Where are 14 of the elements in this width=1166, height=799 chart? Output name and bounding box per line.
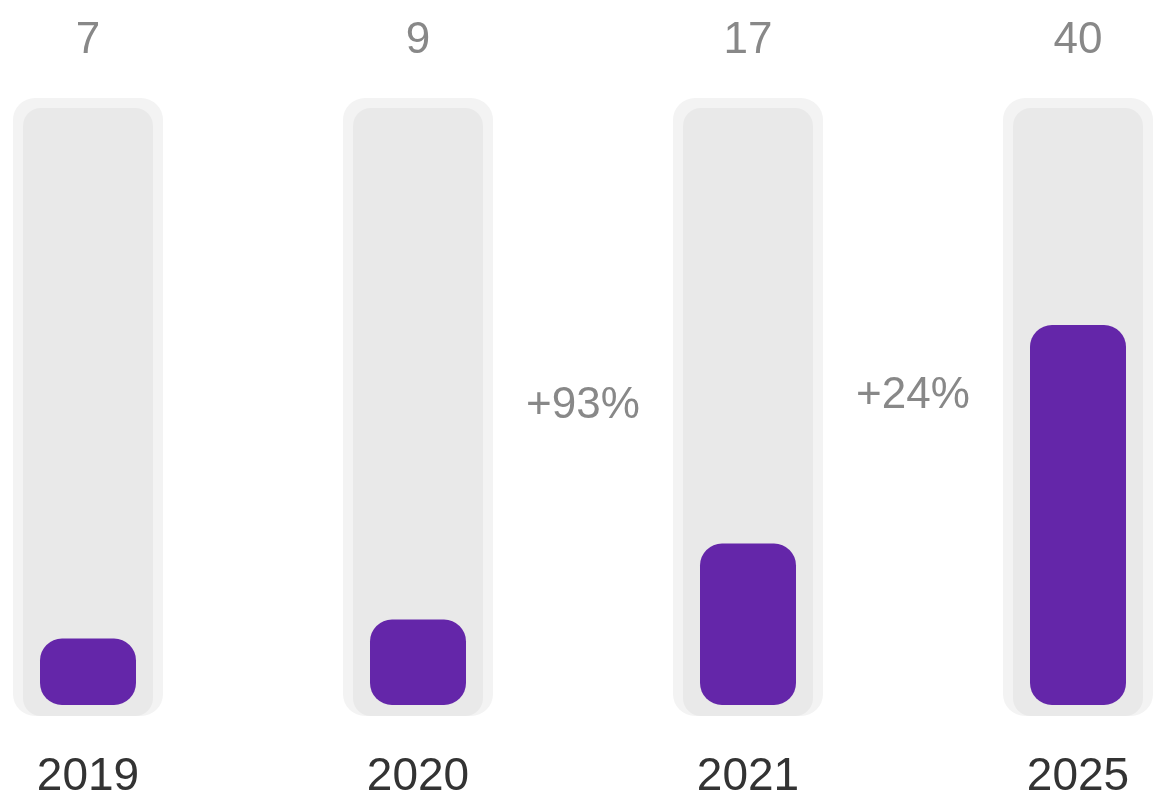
bar bbox=[700, 543, 796, 705]
data-label: 17 bbox=[723, 13, 773, 62]
annotation: +93% bbox=[526, 378, 640, 427]
bar bbox=[1030, 325, 1126, 705]
data-label: 9 bbox=[405, 13, 431, 62]
x-tick-label: 2025 bbox=[1026, 748, 1130, 799]
x-tick-label: 2019 bbox=[36, 748, 140, 799]
data-label: 40 bbox=[1053, 13, 1103, 62]
bar bbox=[40, 638, 136, 705]
bar bbox=[370, 619, 466, 705]
x-tick-label: 2021 bbox=[696, 748, 800, 799]
annotation: +24% bbox=[856, 368, 970, 417]
x-tick-label: 2020 bbox=[366, 748, 470, 799]
data-label: 7 bbox=[75, 13, 101, 62]
